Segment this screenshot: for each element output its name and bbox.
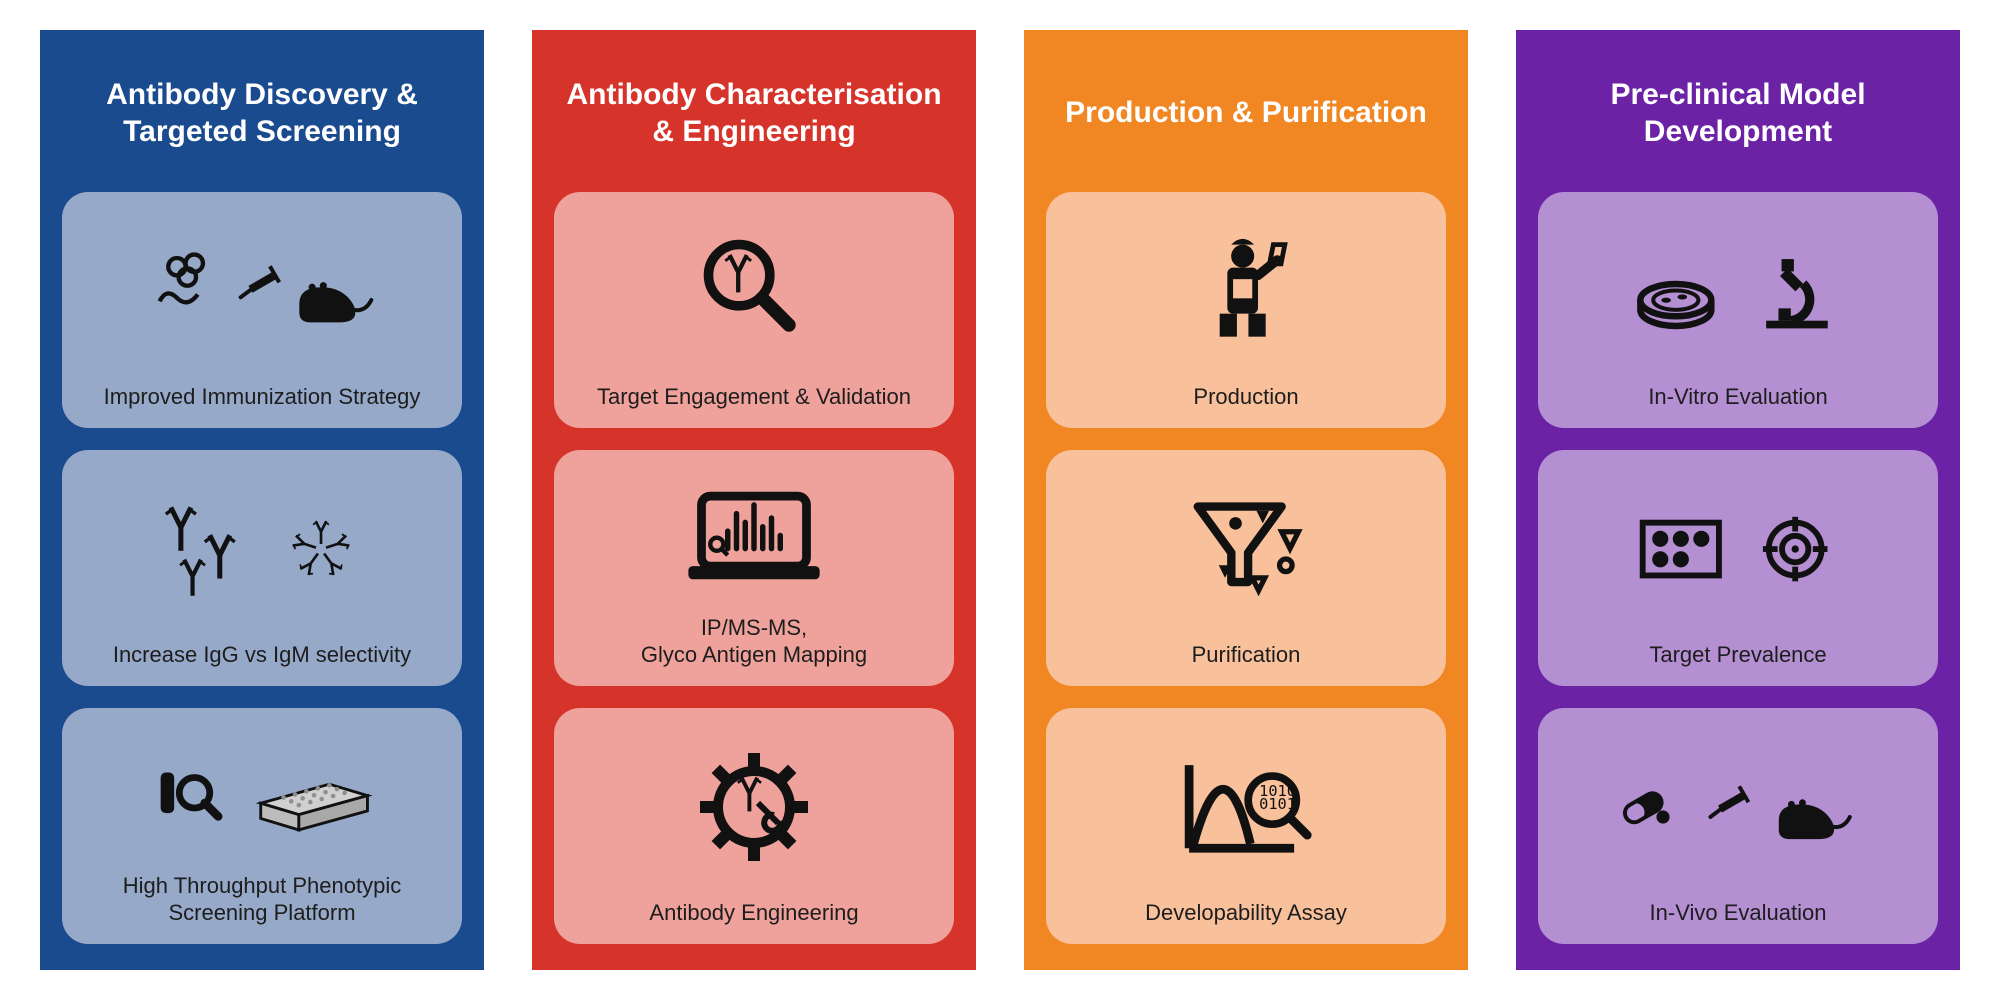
column-title: Production & Purification — [1046, 52, 1446, 192]
gear-wrench-icon — [570, 722, 938, 892]
pill-syringe-mouse-icon — [1554, 722, 1922, 892]
cards: Production Purification Developability A… — [1046, 192, 1446, 944]
cards: Improved Immunization Strategy Increase … — [62, 192, 462, 944]
card-developability: Developability Assay — [1046, 708, 1446, 944]
card-production: Production — [1046, 192, 1446, 428]
column-title: Pre-clinical Model Development — [1538, 52, 1938, 192]
card-label: IP/MS-MS, Glyco Antigen Mapping — [641, 607, 867, 668]
card-in-vivo: In-Vivo Evaluation — [1538, 708, 1938, 944]
petri-microscope-icon — [1554, 206, 1922, 376]
card-target-prevalence: Target Prevalence — [1538, 450, 1938, 686]
card-label: Developability Assay — [1145, 892, 1347, 926]
infographic-columns: Antibody Discovery & Targeted Screening … — [40, 30, 1960, 970]
antibodies-icon — [78, 464, 446, 634]
card-label: Target Engagement & Validation — [597, 376, 911, 410]
card-label: Purification — [1192, 634, 1301, 668]
column-title: Antibody Characterisation & Engineering — [554, 52, 954, 192]
card-label: Antibody Engineering — [649, 892, 858, 926]
curve-data-icon — [1062, 722, 1430, 892]
card-label: Target Prevalence — [1649, 634, 1826, 668]
card-igg-igm: Increase IgG vs IgM selectivity — [62, 450, 462, 686]
column-production: Production & Purification Production Pur… — [1024, 30, 1468, 970]
funnel-icon — [1062, 464, 1430, 634]
cards: In-Vitro Evaluation Target Prevalence — [1538, 192, 1938, 944]
laptop-spectrum-icon — [570, 464, 938, 607]
wells-target-icon — [1554, 464, 1922, 634]
card-ms-mapping: IP/MS-MS, Glyco Antigen Mapping — [554, 450, 954, 686]
card-label: In-Vitro Evaluation — [1648, 376, 1827, 410]
card-label: In-Vivo Evaluation — [1650, 892, 1827, 926]
card-label: Increase IgG vs IgM selectivity — [113, 634, 411, 668]
card-screening: High Throughput Phenotypic Screening Pla… — [62, 708, 462, 944]
column-title: Antibody Discovery & Targeted Screening — [62, 52, 462, 192]
card-label: Production — [1193, 376, 1298, 410]
column-characterisation: Antibody Characterisation & Engineering … — [532, 30, 976, 970]
card-label: High Throughput Phenotypic Screening Pla… — [78, 865, 446, 926]
column-preclinical: Pre-clinical Model Development In-Vitro … — [1516, 30, 1960, 970]
scientist-icon — [1062, 206, 1430, 376]
magnify-antibody-icon — [570, 206, 938, 376]
immunization-icon — [78, 206, 446, 376]
cards: Target Engagement & Validation IP/MS-MS,… — [554, 192, 954, 944]
column-discovery: Antibody Discovery & Targeted Screening … — [40, 30, 484, 970]
card-purification: Purification — [1046, 450, 1446, 686]
screening-icon — [78, 722, 446, 865]
card-immunization: Improved Immunization Strategy — [62, 192, 462, 428]
card-in-vitro: In-Vitro Evaluation — [1538, 192, 1938, 428]
card-target-engagement: Target Engagement & Validation — [554, 192, 954, 428]
card-engineering: Antibody Engineering — [554, 708, 954, 944]
card-label: Improved Immunization Strategy — [104, 376, 421, 410]
